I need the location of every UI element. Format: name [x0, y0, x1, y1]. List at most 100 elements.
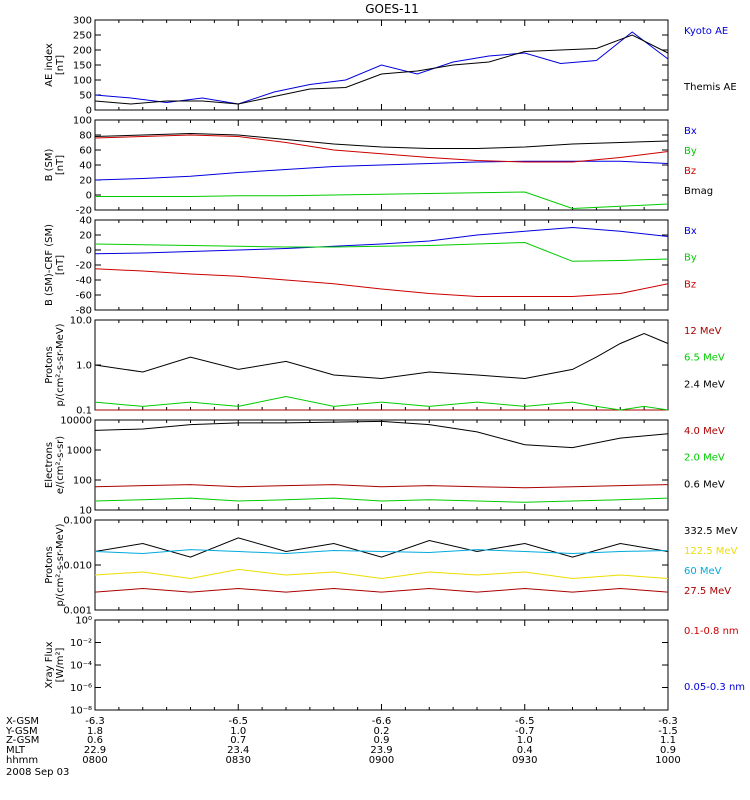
y-tick-label: 20: [79, 231, 92, 242]
y-tick-label: 10000: [60, 416, 92, 427]
y-axis-label: Electrons: [44, 442, 55, 488]
y-tick-label: 1.0: [76, 361, 92, 372]
legend-entry: 2.0 MeV: [684, 453, 725, 464]
y-axis-unit: [W/m²]: [55, 647, 66, 682]
y-tick-label: -80: [76, 306, 92, 317]
series-line: [94, 395, 669, 411]
series-line: [94, 268, 669, 297]
panel-6: 0.001 0.010 0.100 Protons p/(cm²-s-sr-MeV) 33…: [44, 516, 738, 617]
y-tick-label: 10⁻⁴: [70, 661, 92, 672]
series-line: [94, 549, 669, 555]
legend-entry: 0.6 MeV: [684, 479, 725, 490]
series-line: [94, 160, 669, 181]
y-tick-label: 300: [73, 16, 92, 27]
y-tick-label: 1000: [67, 446, 92, 457]
panel-3: -80 -60 -40 -20 0 20 40 B (SM)-CRF (SM) [nT] Bx By…: [44, 216, 697, 317]
series-line: [94, 537, 669, 558]
y-tick-label: 40: [79, 161, 92, 172]
y-tick-label: 100: [73, 476, 92, 487]
series-line: [94, 420, 669, 449]
ephemeris-value: 0.2: [374, 726, 390, 737]
legend-entry: Bx: [684, 226, 697, 237]
y-tick-label: 0: [86, 106, 92, 117]
y-tick-label: 40: [79, 216, 92, 227]
ephemeris-value: -6.5: [228, 716, 248, 727]
y-tick-label: -20: [76, 206, 92, 217]
legend-entry: Themis AE: [683, 82, 737, 93]
ephemeris-value: 23.9: [370, 745, 392, 756]
y-tick-label: -40: [76, 276, 92, 287]
y-tick-label: 0.010: [63, 561, 92, 572]
y-tick-label: 60: [79, 146, 92, 157]
y-tick-label: 10⁻⁶: [70, 683, 92, 694]
y-tick-label: 50: [79, 91, 92, 102]
y-tick-label: 10⁻⁸: [70, 706, 92, 717]
legend-entry: 60 MeV: [684, 566, 722, 577]
ephemeris-value: 0830: [226, 755, 251, 766]
ephemeris-row-label: Z-GSM: [6, 735, 39, 746]
legend-entry: Bmag: [684, 186, 713, 197]
series-line: [94, 332, 669, 380]
panel-7: 10⁻⁸ 10⁻⁶ 10⁻⁴ 10⁻² 10⁰ Xray Flux [W/m²] 0.1-0.…: [44, 616, 745, 717]
series-line: [94, 241, 669, 262]
y-tick-label: 200: [73, 46, 92, 57]
ephemeris-value: 1.0: [517, 735, 533, 746]
legend-entry: 12 MeV: [684, 326, 722, 337]
panel-frame: [94, 419, 669, 511]
legend-entry: 332.5 MeV: [684, 526, 738, 537]
panel-frame: [94, 219, 669, 311]
legend-entry: 2.4 MeV: [684, 379, 725, 390]
y-tick-label: 250: [73, 31, 92, 42]
legend-entry: 122.5 MeV: [684, 546, 738, 557]
ephemeris-value: 0.4: [517, 745, 533, 756]
legend-entry: 4.0 MeV: [684, 426, 725, 437]
y-axis-label: Protons: [44, 546, 55, 583]
ephemeris-value: 1.1: [660, 735, 676, 746]
y-tick-label: 150: [73, 61, 92, 72]
ephemeris-value: 1000: [655, 755, 680, 766]
series-line: [94, 132, 669, 149]
panel-5: 10 100 1000 10000 Electrons e/(cm²-s-sr) 4.0 M…: [44, 416, 725, 517]
y-tick-label: -20: [76, 261, 92, 272]
ephemeris-value: -6.3: [85, 716, 105, 727]
series-line: [94, 134, 669, 163]
ephemeris-value: -6.6: [372, 716, 392, 727]
legend-entry: Bz: [684, 166, 696, 177]
ephemeris-value: 23.4: [227, 745, 249, 756]
legend-entry: By: [684, 146, 697, 157]
panel-frame: [94, 619, 669, 711]
ephemeris-row-label: X-GSM: [6, 716, 39, 727]
y-axis-label: B (SM): [44, 148, 55, 181]
panel-4: 0.1 1.0 10.0 Protons p/(cm²-s-sr-MeV) 12 MeV 6…: [44, 316, 725, 417]
series-line: [94, 587, 669, 593]
panel-2: -20 0 20 40 60 80 100 B (SM) [nT] Bx By Bz Bmag: [44, 116, 713, 217]
y-tick-label: 0.100: [63, 516, 92, 527]
ephemeris-value: 0800: [82, 755, 107, 766]
ephemeris-row-label: hhmm: [6, 755, 38, 766]
series-line: [94, 34, 669, 105]
ephemeris-value: 0.9: [374, 735, 390, 746]
y-axis-label: B (SM)-CRF (SM): [44, 224, 55, 306]
y-tick-label: 10: [79, 506, 92, 517]
legend-entry: Bx: [684, 126, 697, 137]
series-line: [94, 568, 669, 580]
y-tick-label: 0: [86, 246, 92, 257]
chart-title: GOES-11: [365, 2, 419, 16]
legend-entry: 0.1-0.8 nm: [684, 626, 739, 637]
series-line: [94, 226, 669, 255]
series-line: [94, 484, 669, 489]
ephemeris-value: 0900: [369, 755, 394, 766]
ephemeris-value: 1.8: [87, 726, 103, 737]
y-axis-unit: p/(cm²-s-sr-MeV): [55, 323, 66, 406]
y-axis-unit: [nT]: [55, 255, 66, 275]
legend-entry: 0.05-0.3 nm: [684, 682, 745, 693]
y-tick-label: 0.1: [76, 406, 92, 417]
y-tick-label: 0.001: [63, 606, 92, 617]
ephemeris-value: 22.9: [84, 745, 106, 756]
y-tick-label: -60: [76, 291, 92, 302]
legend-entry: Kyoto AE: [684, 26, 728, 37]
legend-entry: By: [684, 253, 697, 264]
ephemeris-value: -6.5: [515, 716, 535, 727]
ephemeris-value: -6.3: [658, 716, 678, 727]
